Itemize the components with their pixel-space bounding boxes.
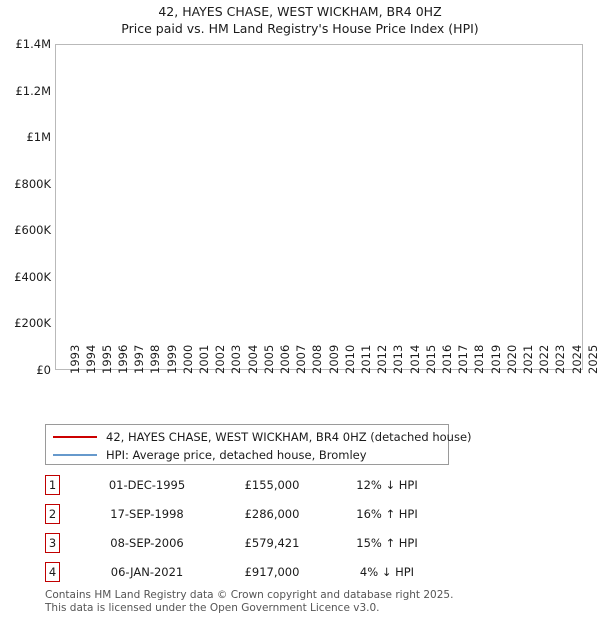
y-axis-label-0: £0 [36, 363, 51, 377]
x-axis-label-2004: 2004 [245, 344, 260, 374]
footer-line-2: This data is licensed under the Open Gov… [45, 601, 380, 614]
x-axis-label-2006: 2006 [278, 344, 293, 374]
txn-date: 06-JAN-2021 [110, 565, 184, 579]
x-axis-label-1993: 1993 [67, 344, 82, 374]
x-axis-label-2003: 2003 [229, 344, 244, 374]
x-axis-label-2014: 2014 [407, 344, 422, 374]
legend-item-0: 42, HAYES CHASE, WEST WICKHAM, BR4 0HZ (… [53, 428, 472, 446]
x-axis-label-2015: 2015 [423, 344, 438, 374]
x-axis-label-2007: 2007 [294, 344, 309, 374]
y-axis-label-1: £200K [14, 316, 51, 331]
legend-item-1: HPI: Average price, detached house, Brom… [53, 446, 367, 464]
x-axis-label-2010: 2010 [342, 344, 357, 374]
x-axis-label-2011: 2011 [359, 344, 374, 374]
x-axis-label-2009: 2009 [326, 344, 341, 374]
txn-index-badge: 3 [45, 533, 60, 553]
x-axis-label-2000: 2000 [180, 344, 195, 374]
table-row[interactable]: 3 08-SEP-2006 £579,421 15% ↑ HPI [45, 533, 465, 553]
page-title: 42, HAYES CHASE, WEST WICKHAM, BR4 0HZ [158, 4, 442, 19]
table-row[interactable]: 1 01-DEC-1995 £155,000 12% ↓ HPI [45, 475, 465, 495]
txn-hpi-delta: 15% ↑ HPI [356, 536, 418, 550]
x-axis-label-2002: 2002 [213, 344, 228, 374]
chart-frame-border [55, 44, 583, 370]
x-axis-label-2025: 2025 [585, 344, 600, 374]
x-axis-label-2013: 2013 [391, 344, 406, 374]
y-axis-label-7: £1.4M [15, 37, 51, 51]
txn-hpi-delta: 4% ↓ HPI [359, 565, 415, 579]
legend-label-price-paid: 42, HAYES CHASE, WEST WICKHAM, BR4 0HZ (… [106, 430, 472, 444]
txn-date: 17-SEP-1998 [110, 507, 184, 521]
chart-title-block: 42, HAYES CHASE, WEST WICKHAM, BR4 0HZ P… [0, 3, 600, 37]
table-row[interactable]: 4 06-JAN-2021 £917,000 4% ↓ HPI [45, 562, 465, 582]
x-axis-label-2008: 2008 [310, 344, 325, 374]
txn-price: £917,000 [244, 565, 300, 579]
x-axis-label-2012: 2012 [375, 344, 390, 374]
x-axis-label-1996: 1996 [116, 344, 131, 374]
x-axis-label-1999: 1999 [164, 344, 179, 374]
txn-index-badge: 2 [45, 504, 60, 524]
txn-date: 08-SEP-2006 [110, 536, 184, 550]
chart-plot-area: 1234 [55, 44, 583, 370]
x-axis-label-1995: 1995 [99, 344, 114, 374]
x-axis-label-2018: 2018 [472, 344, 487, 374]
txn-hpi-delta: 16% ↑ HPI [356, 507, 418, 521]
x-axis-label-2005: 2005 [261, 344, 276, 374]
x-axis-label-2019: 2019 [488, 344, 503, 374]
txn-index-badge: 1 [45, 475, 60, 495]
legend-swatch-price-paid [53, 436, 97, 438]
legend-swatch-hpi [53, 454, 97, 456]
legend-label-hpi: HPI: Average price, detached house, Brom… [106, 448, 367, 462]
x-axis-label-1998: 1998 [148, 344, 163, 374]
x-axis-label-2017: 2017 [456, 344, 471, 374]
x-axis-label-2024: 2024 [569, 344, 584, 374]
y-axis-label-2: £400K [14, 269, 51, 284]
x-axis-label-2020: 2020 [504, 344, 519, 374]
txn-index-badge: 4 [45, 562, 60, 582]
footer-attribution: Contains HM Land Registry data © Crown c… [45, 589, 585, 614]
footer-line-1: Contains HM Land Registry data © Crown c… [45, 589, 454, 601]
x-axis-label-2021: 2021 [520, 344, 535, 374]
x-axis-label-1994: 1994 [83, 344, 98, 374]
y-axis-label-3: £600K [14, 223, 51, 238]
txn-price: £579,421 [244, 536, 300, 550]
x-axis-label-1997: 1997 [132, 344, 147, 374]
txn-price: £286,000 [244, 507, 300, 521]
x-axis-label-2022: 2022 [537, 344, 552, 374]
txn-price: £155,000 [244, 478, 300, 492]
table-row[interactable]: 2 17-SEP-1998 £286,000 16% ↑ HPI [45, 504, 465, 524]
y-axis-label-4: £800K [14, 176, 51, 191]
txn-date: 01-DEC-1995 [108, 478, 186, 492]
x-axis-label-2023: 2023 [553, 344, 568, 374]
chart-legend: 42, HAYES CHASE, WEST WICKHAM, BR4 0HZ (… [45, 424, 472, 465]
x-axis-label-2001: 2001 [197, 344, 212, 374]
y-axis-label-6: £1.2M [15, 83, 51, 98]
txn-hpi-delta: 12% ↓ HPI [356, 478, 418, 492]
page-subtitle: Price paid vs. HM Land Registry's House … [121, 21, 479, 36]
y-axis-label-5: £1M [26, 130, 51, 145]
x-axis-label-2016: 2016 [440, 344, 454, 374]
